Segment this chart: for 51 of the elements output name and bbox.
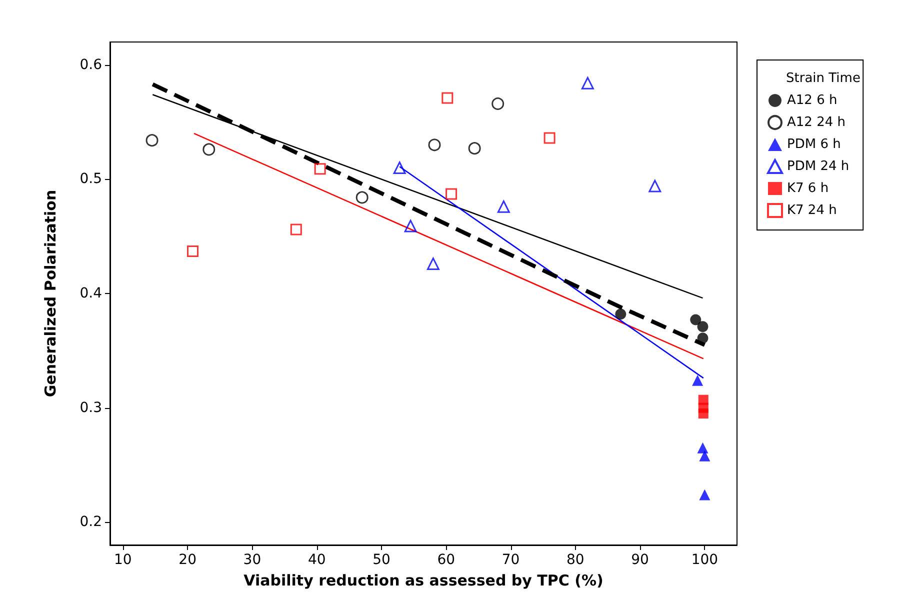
point	[202, 143, 216, 156]
point	[146, 134, 158, 147]
point	[468, 142, 481, 155]
point	[393, 162, 406, 174]
point	[697, 332, 708, 344]
legend-title: Strain Time	[786, 71, 860, 86]
legend-label: K7 24 h	[787, 203, 837, 218]
y-tick-label: 0.2	[80, 514, 102, 530]
point	[697, 321, 708, 332]
point	[697, 442, 708, 454]
point	[428, 138, 441, 152]
point	[648, 180, 662, 192]
point	[544, 132, 556, 144]
point	[356, 191, 368, 204]
legend-label: PDM 24 h	[787, 159, 850, 174]
point	[442, 92, 454, 104]
point	[692, 374, 704, 386]
x-tick-label: 100	[691, 552, 718, 568]
x-tick-label: 60	[437, 552, 456, 568]
point	[186, 245, 198, 257]
point	[404, 220, 417, 232]
x-tick-label: 50	[372, 552, 390, 568]
y-tick-label: 0.4	[80, 286, 102, 302]
x-tick-label: 90	[631, 552, 649, 568]
point	[581, 76, 594, 90]
x-tick-label: 20	[178, 552, 196, 568]
point	[690, 314, 702, 326]
y-axis-title: Generalized Polarization	[42, 190, 60, 398]
legend-label: A12 24 h	[787, 115, 846, 130]
x-tick-label: 70	[502, 552, 520, 568]
point	[426, 258, 440, 270]
legend-label: PDM 6 h	[787, 137, 841, 152]
point	[699, 450, 710, 462]
x-tick-label: 40	[308, 552, 326, 568]
point	[615, 308, 626, 320]
legend-label: K7 6 h	[787, 181, 829, 196]
legend-label: A12 6 h	[787, 93, 838, 108]
y-tick-label: 0.5	[80, 171, 102, 188]
point	[497, 200, 510, 213]
x-tick-label: 80	[566, 552, 584, 568]
point	[314, 163, 326, 175]
point	[699, 489, 710, 500]
point	[290, 224, 302, 236]
y-tick-label: 0.3	[80, 400, 102, 416]
x-tick-label: 10	[114, 552, 132, 568]
x-axis-title: Viability reduction as assessed by TPC (%)	[244, 572, 604, 590]
point	[492, 97, 504, 110]
y-tick-label: 0.6	[80, 56, 102, 73]
point	[446, 188, 458, 200]
point	[698, 408, 708, 419]
x-tick-label: 30	[243, 552, 262, 568]
